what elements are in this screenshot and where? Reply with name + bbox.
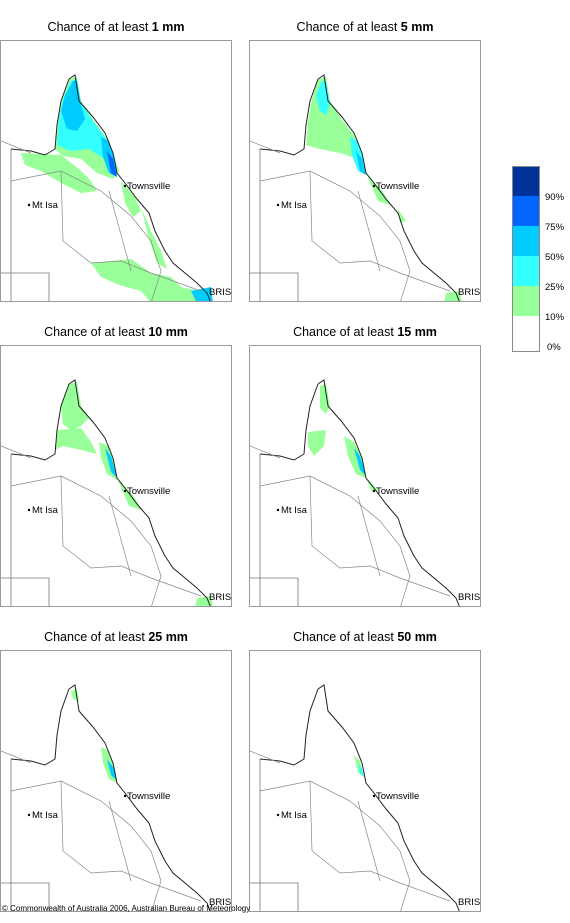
panel-title: Chance of at least 50 mm: [293, 630, 437, 644]
map-svg: Townsville Mt Isa BRIS: [1, 74, 231, 301]
label-townsville: Townsville: [127, 486, 170, 497]
legend-label: 0%: [547, 342, 561, 353]
label-townsville: Townsville: [376, 181, 419, 192]
rainfall-map: Townsville Mt Isa BRIS: [0, 40, 232, 302]
panel-title: Chance of at least 25 mm: [44, 630, 188, 644]
legend-label: 25%: [545, 282, 565, 293]
panel-title: Chance of at least 15 mm: [293, 325, 437, 339]
legend-swatch: [512, 196, 540, 226]
legend-swatch: [512, 166, 540, 196]
label-brisbane: BRIS: [458, 287, 480, 298]
rainfall-map: Townsville Mt Isa BRIS: [0, 345, 232, 607]
legend-swatch: [512, 256, 540, 286]
label-mt-isa: Mt Isa: [32, 505, 59, 516]
copyright-notice: © Commonwealth of Australia 2006, Austra…: [2, 904, 251, 913]
legend-swatch: [512, 226, 540, 256]
map-svg: Townsville Mt Isa BRIS: [250, 684, 480, 911]
map-svg: Townsville Mt Isa BRIS: [250, 74, 480, 301]
label-brisbane: BRIS: [209, 592, 231, 603]
label-mt-isa: Mt Isa: [281, 200, 308, 211]
legend-label: 10%: [545, 312, 565, 323]
legend-swatch: [512, 316, 540, 352]
panel-title: Chance of at least 1 mm: [47, 20, 185, 34]
rainfall-map: Townsville Mt Isa BRIS: [0, 650, 232, 912]
legend-label: 75%: [545, 222, 565, 233]
map-svg: Townsville Mt Isa BRIS: [1, 684, 231, 911]
rainfall-map: Townsville Mt Isa BRIS: [249, 650, 481, 912]
rainfall-map: Townsville Mt Isa BRIS: [249, 40, 481, 302]
legend-label: 50%: [545, 252, 565, 263]
map-svg: Townsville Mt Isa BRIS: [1, 379, 231, 606]
label-brisbane: BRIS: [209, 287, 231, 298]
legend-label: 90%: [545, 192, 565, 203]
label-mt-isa: Mt Isa: [32, 810, 59, 821]
label-townsville: Townsville: [376, 791, 419, 802]
panel-title: Chance of at least 5 mm: [296, 20, 434, 34]
label-mt-isa: Mt Isa: [281, 810, 308, 821]
label-townsville: Townsville: [127, 181, 170, 192]
label-townsville: Townsville: [127, 791, 170, 802]
label-townsville: Townsville: [376, 486, 419, 497]
label-brisbane: BRIS: [458, 897, 480, 908]
panel-title: Chance of at least 10 mm: [44, 325, 188, 339]
legend-swatch: [512, 286, 540, 316]
label-brisbane: BRIS: [458, 592, 480, 603]
label-mt-isa: Mt Isa: [32, 200, 59, 211]
rainfall-map: Townsville Mt Isa BRIS: [249, 345, 481, 607]
label-mt-isa: Mt Isa: [281, 505, 308, 516]
map-svg: Townsville Mt Isa BRIS: [250, 379, 480, 606]
label-brisbane: BRIS: [209, 897, 231, 908]
